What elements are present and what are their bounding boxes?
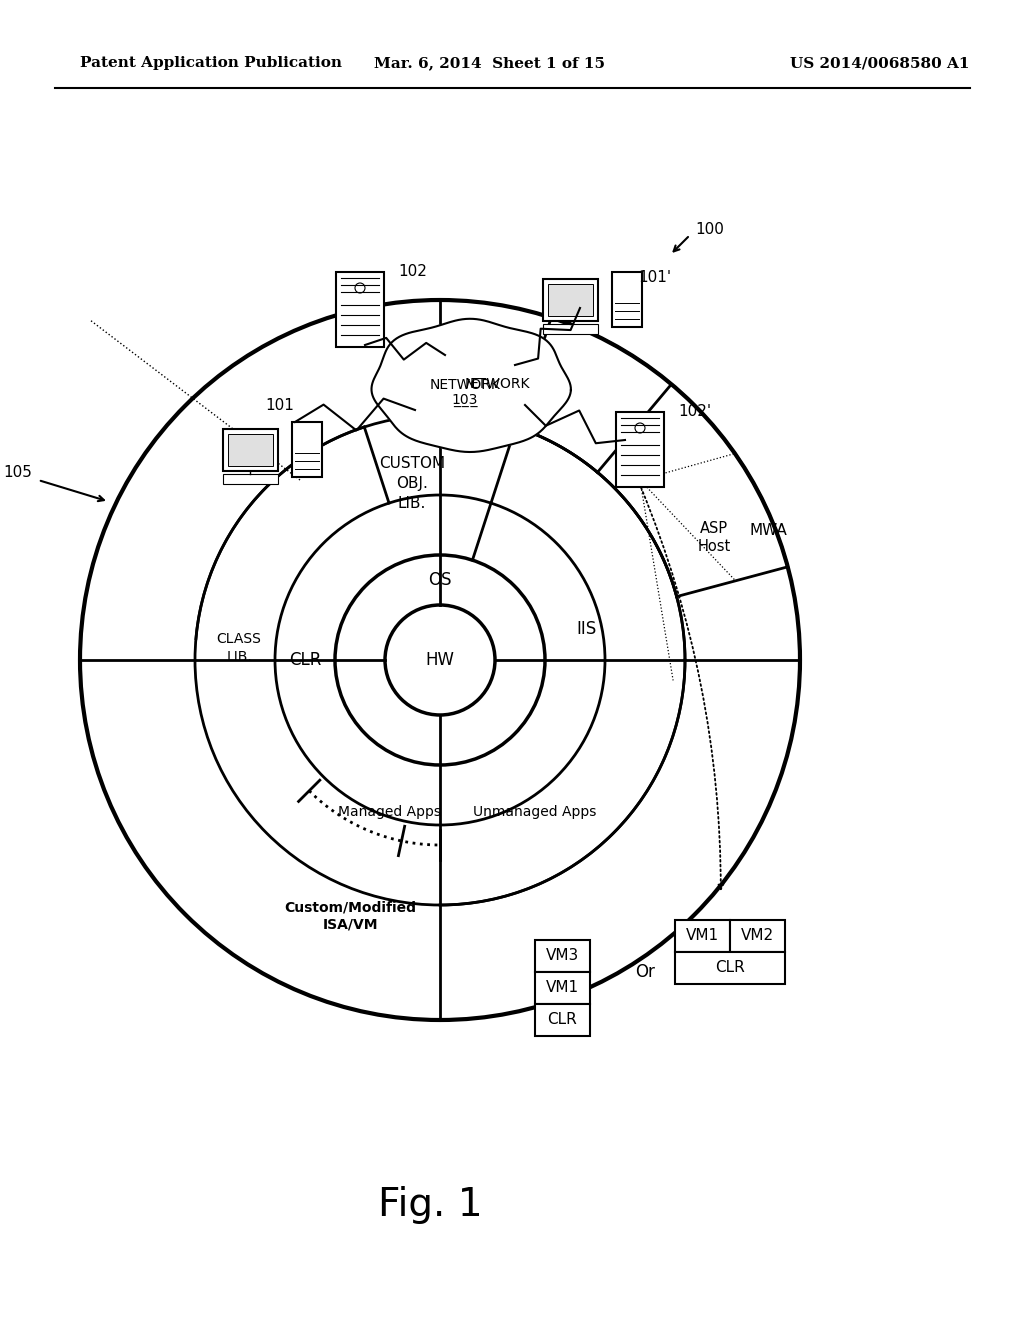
Text: 101': 101' [638, 271, 671, 285]
FancyBboxPatch shape [612, 272, 642, 327]
FancyBboxPatch shape [535, 972, 590, 1005]
Text: OS: OS [428, 572, 452, 589]
FancyBboxPatch shape [223, 474, 278, 484]
Text: Or: Or [635, 964, 655, 981]
FancyBboxPatch shape [535, 940, 590, 972]
FancyBboxPatch shape [228, 434, 273, 466]
FancyBboxPatch shape [616, 412, 664, 487]
Text: VM1: VM1 [546, 981, 579, 995]
Text: CLR: CLR [548, 1012, 578, 1027]
FancyBboxPatch shape [675, 952, 785, 983]
Text: 105: 105 [3, 465, 32, 480]
Text: US 2014/0068580 A1: US 2014/0068580 A1 [791, 57, 970, 70]
Text: CLR: CLR [715, 961, 744, 975]
Text: VM1: VM1 [686, 928, 719, 944]
Text: CUSTOM
OBJ.
LIB.: CUSTOM OBJ. LIB. [379, 457, 445, 511]
Text: VM2: VM2 [741, 928, 774, 944]
Text: 1̲0̲3̲: 1̲0̲3̲ [452, 393, 478, 407]
Text: 102': 102' [678, 404, 711, 420]
FancyBboxPatch shape [730, 920, 785, 952]
FancyBboxPatch shape [548, 284, 593, 315]
Text: Patent Application Publication: Patent Application Publication [80, 57, 342, 70]
Text: CLASS
LIB.: CLASS LIB. [217, 632, 261, 664]
FancyBboxPatch shape [535, 1005, 590, 1036]
FancyBboxPatch shape [292, 422, 322, 477]
Text: Fig. 1: Fig. 1 [378, 1185, 482, 1224]
FancyBboxPatch shape [223, 429, 278, 471]
Text: Managed Apps: Managed Apps [339, 805, 441, 818]
Text: Unmanaged Apps: Unmanaged Apps [473, 805, 597, 818]
Ellipse shape [385, 605, 495, 715]
FancyBboxPatch shape [543, 323, 598, 334]
Text: NETWORK: NETWORK [429, 378, 501, 392]
FancyBboxPatch shape [543, 279, 598, 321]
Text: 101: 101 [265, 397, 294, 412]
Text: ETWORK: ETWORK [470, 378, 530, 391]
Text: 100: 100 [695, 223, 724, 238]
Text: ASP
Host: ASP Host [697, 520, 731, 554]
Text: Custom/Modified
ISA/VM: Custom/Modified ISA/VM [284, 900, 416, 932]
Text: HW: HW [426, 651, 455, 669]
Text: CLR: CLR [289, 651, 322, 669]
FancyBboxPatch shape [336, 272, 384, 347]
Text: VM3: VM3 [546, 949, 580, 964]
Text: 102: 102 [398, 264, 427, 280]
Text: IIS: IIS [577, 619, 597, 638]
FancyBboxPatch shape [675, 920, 730, 952]
Text: MWA: MWA [750, 523, 787, 539]
Text: N: N [465, 378, 475, 391]
Polygon shape [372, 319, 571, 451]
Text: Mar. 6, 2014  Sheet 1 of 15: Mar. 6, 2014 Sheet 1 of 15 [375, 57, 605, 70]
